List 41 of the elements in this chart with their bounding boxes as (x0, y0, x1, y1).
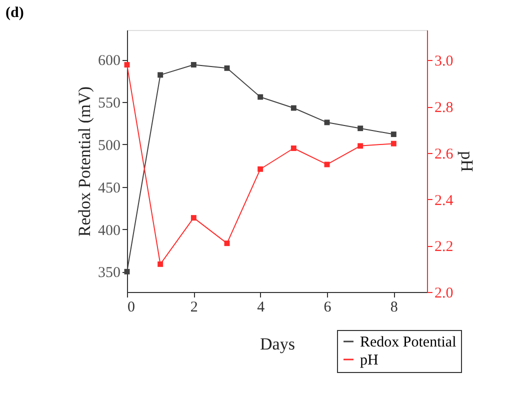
point (190, 62, 196, 68)
point (224, 240, 230, 246)
point (324, 120, 330, 126)
legend-label: Redox Potential (360, 334, 456, 350)
point (190, 215, 196, 221)
point (224, 65, 230, 71)
legend-label: pH (360, 352, 378, 368)
x-tick-label: 2 (190, 300, 198, 316)
point (324, 162, 330, 168)
point (390, 140, 396, 146)
chart-title: (d) (6, 5, 24, 21)
x-tick-label: 6 (324, 300, 332, 316)
y2-tick-label: 2.8 (434, 100, 454, 116)
point (124, 268, 130, 274)
y2-tick-label: 2.4 (434, 192, 454, 209)
point (158, 72, 164, 78)
point (358, 143, 364, 149)
x-tick-label: 0 (128, 300, 135, 316)
y-tick-label: 450 (98, 180, 120, 196)
y-axis-title: Redox Potential (mV) (75, 86, 94, 237)
point (290, 146, 296, 151)
point (290, 105, 296, 111)
y-tick-label: 350 (98, 265, 120, 282)
x-tick-label: 8 (390, 300, 398, 316)
x-tick-label: 4 (257, 300, 266, 316)
y2-tick-label: 2.2 (434, 239, 454, 256)
y2-tick-label: 2.6 (434, 146, 454, 162)
point (390, 132, 396, 138)
y-tick-label: 600 (98, 53, 120, 70)
x-axis-title: Days (260, 334, 295, 354)
y2-axis-title: pH (457, 151, 476, 172)
point (124, 62, 130, 68)
y-tick-label: 400 (98, 222, 120, 239)
point (258, 166, 264, 172)
y-tick-label: 500 (98, 138, 120, 154)
y-tick-label: 550 (98, 96, 120, 112)
y2-tick-label: 2.0 (434, 286, 454, 302)
point (158, 261, 164, 267)
y2-tick-label: 3.0 (434, 54, 454, 70)
point (258, 94, 264, 100)
point (358, 126, 364, 132)
